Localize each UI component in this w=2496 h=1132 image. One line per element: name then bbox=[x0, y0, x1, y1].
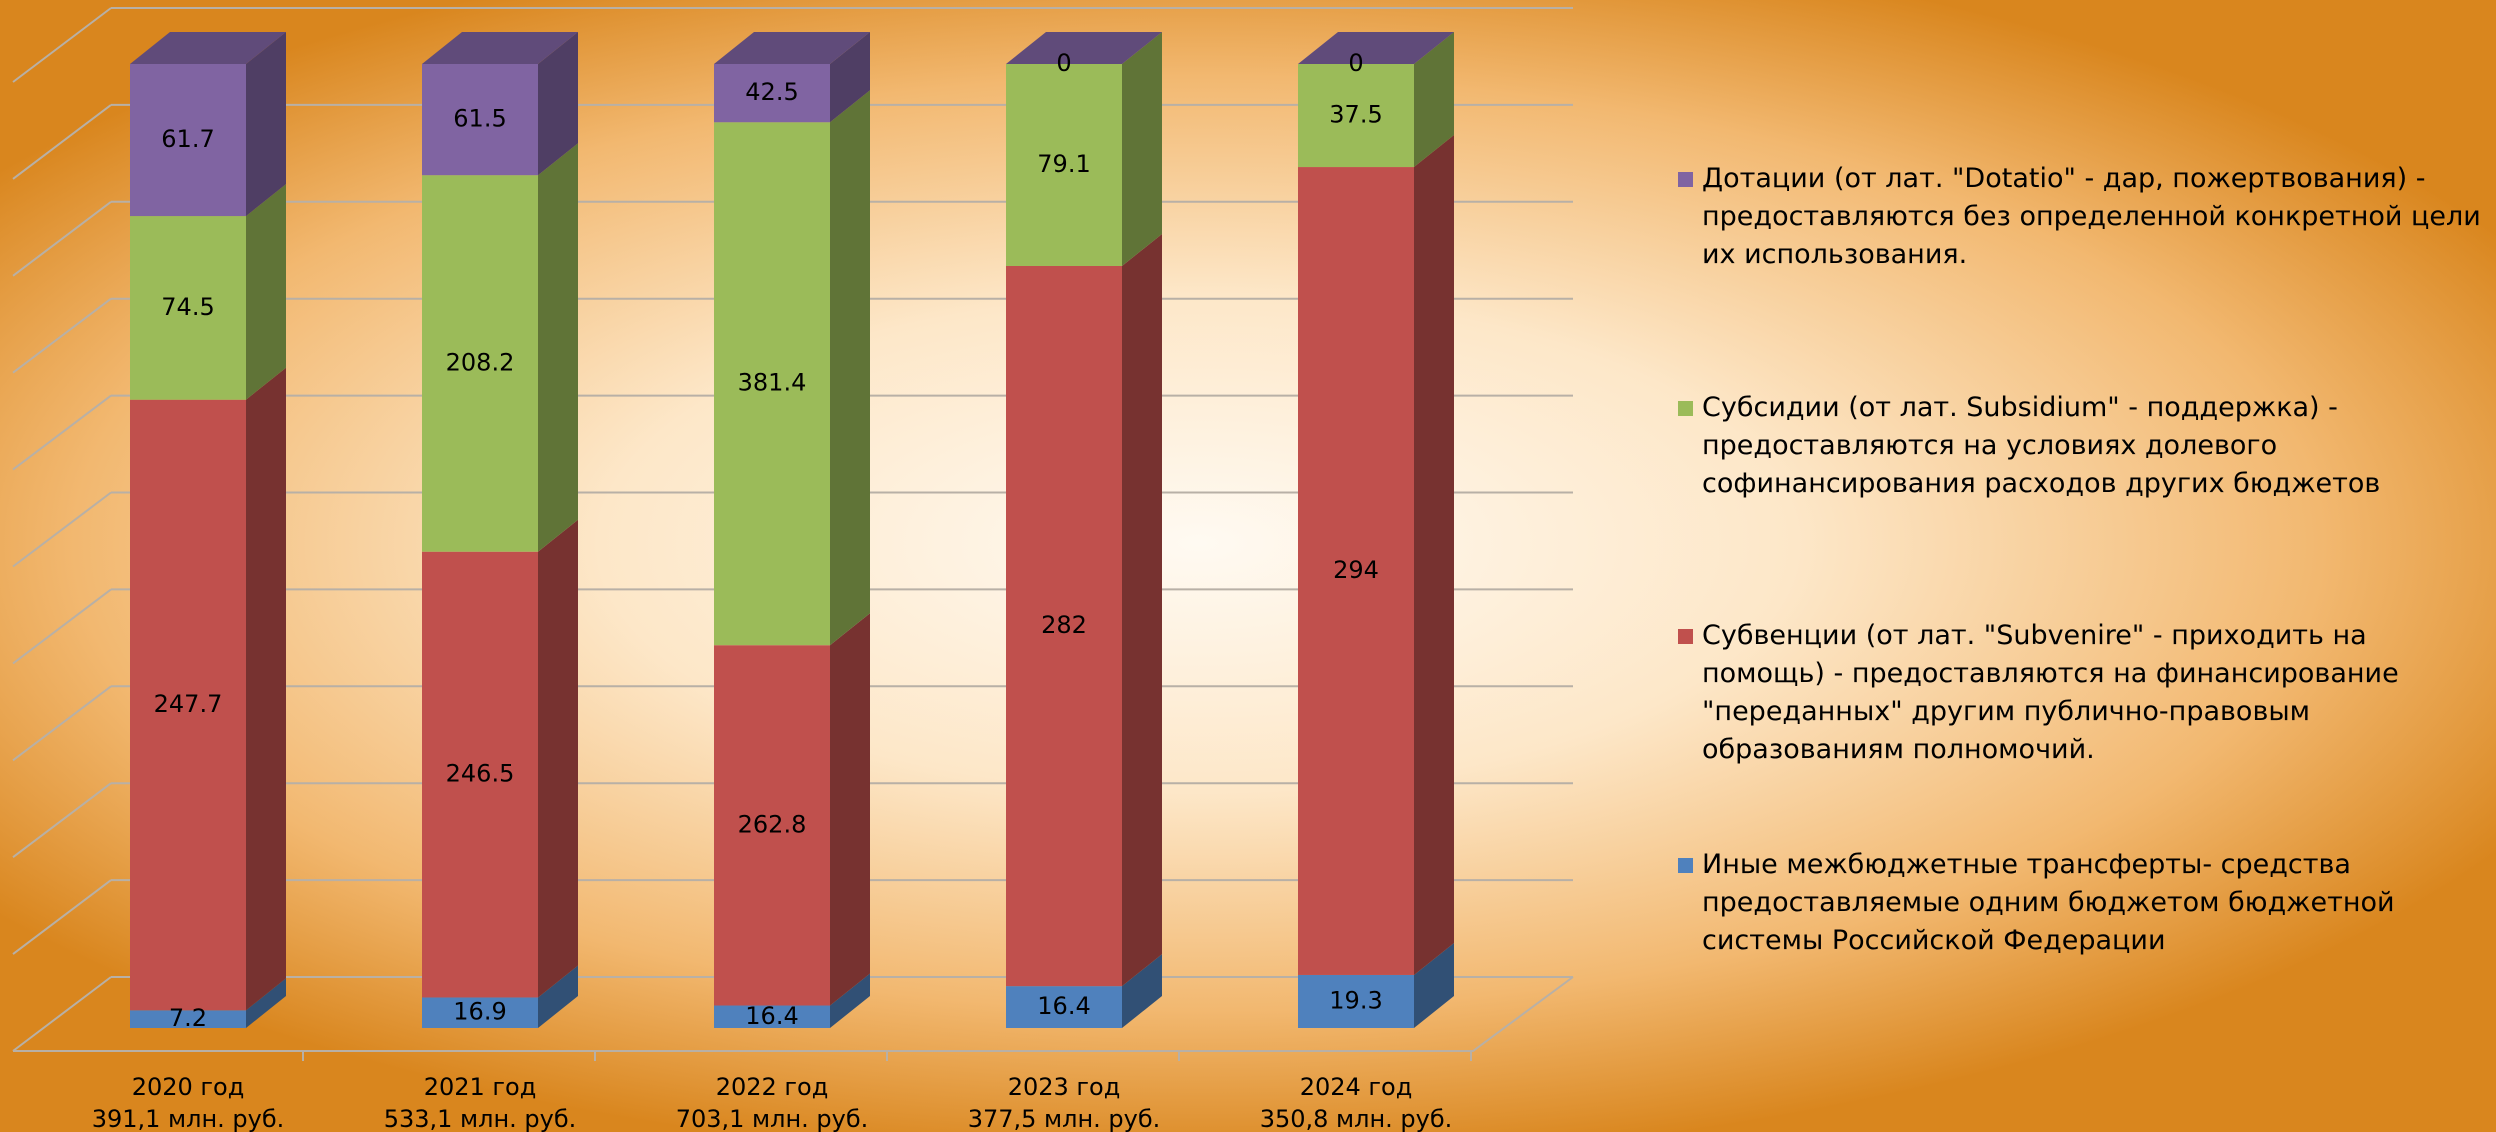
bar-segment-side bbox=[246, 367, 286, 1011]
x-tick-sublabel: 350,8 млн. руб. bbox=[1260, 1105, 1453, 1132]
data-label: 0 bbox=[1348, 49, 1363, 77]
data-label: 294 bbox=[1333, 556, 1379, 584]
bar-top bbox=[1006, 32, 1162, 64]
data-label: 16.4 bbox=[1037, 992, 1090, 1020]
bar-segment bbox=[422, 997, 538, 1028]
bar-top bbox=[130, 32, 286, 64]
bar-segment-side bbox=[1414, 942, 1454, 1028]
data-label: 37.5 bbox=[1329, 101, 1382, 129]
bar-segment-side bbox=[830, 32, 870, 123]
grid-line-side bbox=[12, 588, 112, 665]
bar-segment-side bbox=[1414, 32, 1454, 168]
bar-segment bbox=[130, 64, 246, 217]
bar-segment bbox=[714, 122, 830, 646]
data-label: 208.2 bbox=[446, 348, 515, 376]
data-label: 282 bbox=[1041, 611, 1087, 639]
bar-segment bbox=[714, 64, 830, 123]
bar-segment bbox=[422, 64, 538, 176]
legend-entry: Дотации (от лат. "Dotatio" - дар, пожерт… bbox=[1678, 160, 2488, 274]
bar-segment-side bbox=[538, 519, 578, 998]
bar-segment-side bbox=[1122, 233, 1162, 987]
data-label: 7.2 bbox=[169, 1004, 207, 1032]
grid-line-side bbox=[12, 782, 112, 858]
bar-segment bbox=[130, 216, 246, 400]
data-label: 19.3 bbox=[1329, 986, 1382, 1014]
data-label: 61.5 bbox=[453, 105, 506, 133]
data-label: 262.8 bbox=[738, 810, 807, 838]
bar-top bbox=[714, 32, 870, 64]
grid-line-side bbox=[12, 7, 112, 83]
bar-segment bbox=[1006, 986, 1122, 1028]
bar-segment-side bbox=[830, 973, 870, 1028]
bar-segment-side bbox=[246, 32, 286, 217]
legend-swatch bbox=[1678, 401, 1693, 416]
floor bbox=[13, 976, 1574, 1052]
grid-line-side bbox=[12, 394, 112, 471]
grid-line-side bbox=[12, 201, 112, 277]
bar-segment-side bbox=[830, 613, 870, 1006]
grid-line-side bbox=[12, 104, 112, 180]
data-label: 0 bbox=[1056, 49, 1071, 77]
bar-segment-side bbox=[1122, 32, 1162, 266]
bar-segment-side bbox=[830, 90, 870, 646]
bar-segment-side bbox=[1414, 135, 1454, 975]
bar-segment bbox=[714, 1005, 830, 1028]
grid-line-side bbox=[12, 491, 112, 568]
legend-entry: Иные межбюджетные трансферты- средства п… bbox=[1678, 846, 2488, 960]
bar-segment bbox=[422, 551, 538, 998]
legend-label: Субвенции (от лат. "Subvenire" - приходи… bbox=[1702, 620, 2399, 765]
bar-segment bbox=[1298, 64, 1414, 168]
x-tick-label: 2023 год bbox=[1008, 1073, 1121, 1101]
legend-entry: Субвенции (от лат. "Subvenire" - приходи… bbox=[1678, 617, 2488, 769]
legend-swatch bbox=[1678, 172, 1693, 187]
bar-segment-side bbox=[538, 32, 578, 176]
data-label: 247.7 bbox=[154, 690, 223, 718]
grid-line-side bbox=[12, 976, 112, 1052]
x-tick-label: 2022 год bbox=[716, 1073, 829, 1101]
bar-segment-side bbox=[246, 978, 286, 1028]
bar-segment bbox=[130, 1010, 246, 1028]
bar-segment-side bbox=[1122, 954, 1162, 1028]
data-label: 381.4 bbox=[738, 369, 807, 397]
bar-top bbox=[1298, 32, 1454, 64]
grid-line-side bbox=[12, 297, 112, 374]
x-tick-sublabel: 377,5 млн. руб. bbox=[968, 1105, 1161, 1132]
bar-segment bbox=[1298, 974, 1414, 1028]
legend-swatch bbox=[1678, 858, 1693, 873]
bar-segment-side bbox=[538, 143, 578, 552]
x-tick-label: 2021 год bbox=[424, 1073, 537, 1101]
legend-swatch bbox=[1678, 629, 1693, 644]
legend-entry: Субсидии (от лат. Subsidium" - поддержка… bbox=[1678, 389, 2488, 503]
x-tick-sublabel: 391,1 млн. руб. bbox=[92, 1105, 285, 1132]
x-tick-label: 2020 год bbox=[132, 1073, 245, 1101]
bar-segment bbox=[422, 175, 538, 552]
bar-segment-side bbox=[538, 965, 578, 1028]
data-label: 16.9 bbox=[453, 998, 506, 1026]
data-label: 16.4 bbox=[745, 1002, 798, 1030]
legend-label: Субсидии (от лат. Subsidium" - поддержка… bbox=[1702, 392, 2381, 499]
bar-top bbox=[422, 32, 578, 64]
bar-segment bbox=[1006, 265, 1122, 987]
bar-segment bbox=[1006, 64, 1122, 266]
grid-line-side bbox=[12, 685, 112, 762]
data-label: 79.1 bbox=[1037, 150, 1090, 178]
legend-label: Иные межбюджетные трансферты- средства п… bbox=[1702, 849, 2395, 956]
data-label: 61.7 bbox=[161, 125, 214, 153]
data-label: 246.5 bbox=[446, 760, 515, 788]
grid-line-side bbox=[12, 879, 112, 955]
bar-segment-side bbox=[246, 184, 286, 400]
x-tick-label: 2024 год bbox=[1300, 1073, 1413, 1101]
data-label: 74.5 bbox=[161, 293, 214, 321]
bar-segment bbox=[714, 645, 830, 1006]
x-tick-sublabel: 533,1 млн. руб. bbox=[384, 1105, 577, 1132]
x-tick-sublabel: 703,1 млн. руб. bbox=[676, 1105, 869, 1132]
bar-segment bbox=[1298, 167, 1414, 975]
bar-segment bbox=[130, 399, 246, 1011]
legend-label: Дотации (от лат. "Dotatio" - дар, пожерт… bbox=[1702, 163, 2481, 270]
data-label: 42.5 bbox=[745, 78, 798, 106]
